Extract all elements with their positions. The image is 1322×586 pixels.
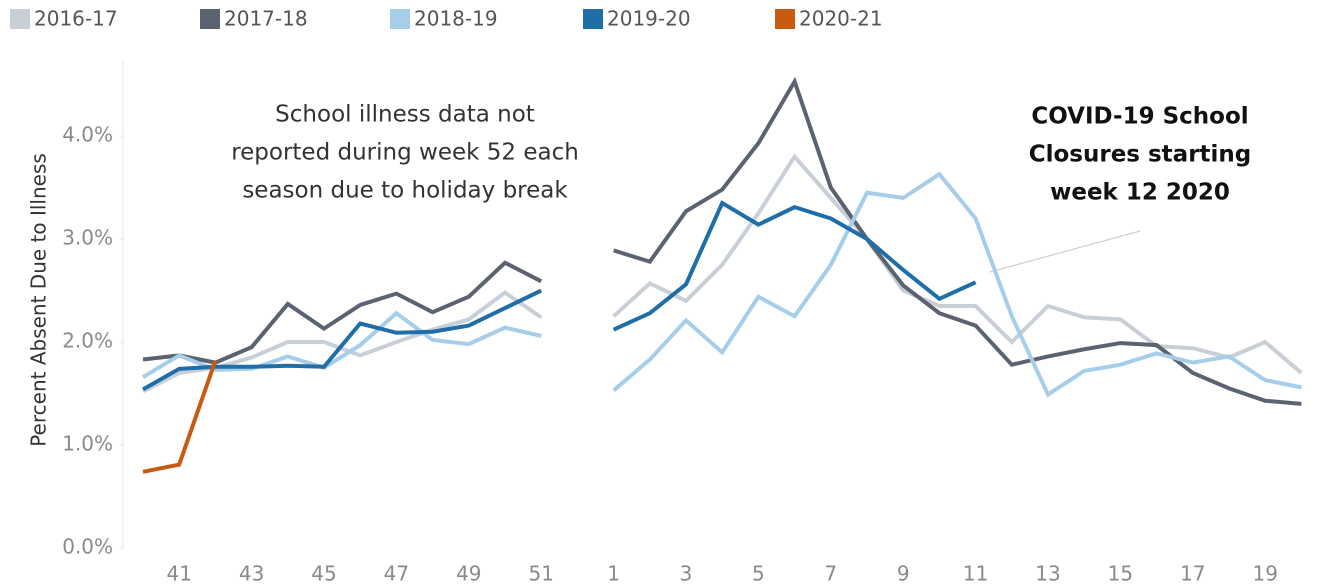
x-tick-label: 41 bbox=[166, 562, 191, 586]
series-line bbox=[142, 359, 218, 474]
y-tick-label: 3.0% bbox=[62, 226, 113, 250]
y-tick-label: 1.0% bbox=[62, 432, 113, 456]
x-tick-label: 5 bbox=[752, 562, 765, 586]
legend-swatch bbox=[390, 9, 410, 29]
y-axis-label: Percent Absent Due to Illness bbox=[27, 153, 51, 447]
x-tick-label: 9 bbox=[897, 562, 910, 586]
legend-label: 2016-17 bbox=[34, 7, 118, 31]
y-tick-label: 0.0% bbox=[62, 535, 113, 559]
annotation: season due to holiday break bbox=[242, 178, 568, 204]
x-tick-label: 51 bbox=[528, 562, 553, 586]
legend-label: 2018-19 bbox=[414, 7, 498, 31]
annotation: School illness data not bbox=[275, 102, 535, 128]
annotation-pointer bbox=[989, 230, 1141, 273]
x-tick-label: 15 bbox=[1108, 562, 1133, 586]
annotation: COVID-19 School bbox=[1031, 104, 1248, 130]
x-tick-label: 17 bbox=[1180, 562, 1205, 586]
x-tick-label: 19 bbox=[1252, 562, 1277, 586]
x-tick-label: 45 bbox=[311, 562, 336, 586]
series-line bbox=[142, 200, 977, 392]
x-tick-label: 13 bbox=[1035, 562, 1060, 586]
annotation: reported during week 52 each bbox=[231, 140, 579, 166]
legend-label: 2019-20 bbox=[607, 7, 691, 31]
annotation: week 12 2020 bbox=[1050, 180, 1230, 206]
y-tick-label: 2.0% bbox=[62, 329, 113, 353]
legend-label: 2020-21 bbox=[799, 7, 883, 31]
legend-swatch bbox=[200, 9, 220, 29]
x-tick-label: 43 bbox=[239, 562, 264, 586]
legend-label: 2017-18 bbox=[224, 7, 308, 31]
x-tick-label: 7 bbox=[824, 562, 837, 586]
y-tick-label: 4.0% bbox=[62, 123, 113, 147]
x-tick-label: 47 bbox=[384, 562, 409, 586]
annotation: Closures starting bbox=[1029, 142, 1252, 168]
legend-swatch bbox=[10, 9, 30, 29]
x-tick-label: 49 bbox=[456, 562, 481, 586]
legend-swatch bbox=[775, 9, 795, 29]
x-tick-label: 1 bbox=[607, 562, 620, 586]
series-line bbox=[142, 76, 1302, 406]
x-tick-label: 3 bbox=[680, 562, 693, 586]
x-tick-label: 11 bbox=[963, 562, 988, 586]
legend-swatch bbox=[583, 9, 603, 29]
